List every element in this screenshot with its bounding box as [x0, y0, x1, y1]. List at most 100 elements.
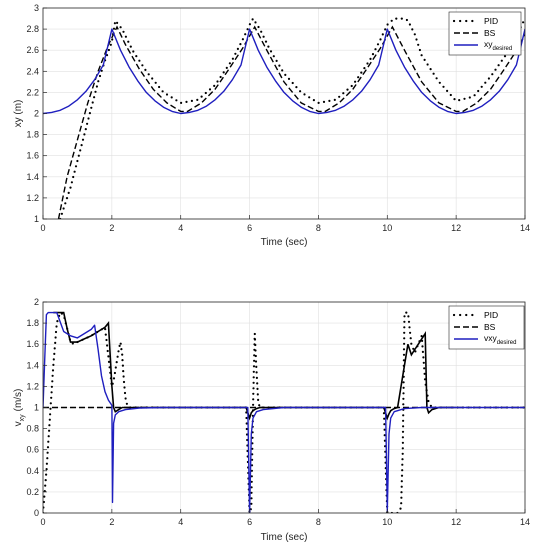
top-series-pid-point — [371, 53, 375, 56]
bottom-series-pid-point — [245, 433, 249, 436]
bottom-series-pid-point — [253, 359, 256, 362]
top-series-pid-point — [144, 68, 147, 71]
bottom-series-pid-point — [250, 486, 253, 489]
bottom-series-pid-point — [251, 442, 254, 445]
bottom-series-pid-point — [252, 370, 255, 373]
top-series-pid-point — [100, 69, 103, 72]
top-series-pid-point — [219, 75, 222, 79]
top-series-pid-point — [74, 165, 78, 168]
top-series-pid-point — [449, 93, 452, 97]
bottom-series-pid-point — [429, 404, 432, 407]
bottom-series-pid-point — [401, 430, 405, 433]
bottom-series-pid-point — [383, 428, 386, 431]
bottom-series-pid-point — [401, 441, 404, 444]
bottom-series-pid-point — [52, 358, 55, 361]
top-series-pid-point — [236, 47, 239, 51]
bottom-series-pid-point — [46, 451, 49, 454]
top-legend-desired-sub: desired — [493, 46, 513, 52]
bottom-series-pid-point — [402, 403, 405, 406]
top-series-pid-point — [374, 48, 377, 51]
top-series-pid-point — [254, 21, 257, 24]
top-series-pid-point — [369, 57, 372, 61]
bottom-series-pid-point — [403, 326, 406, 329]
bottom-series-pid-point — [401, 447, 404, 450]
bottom-series-bs-segments-line — [53, 311, 457, 421]
top-series-pid-point — [158, 85, 161, 89]
bottom-series-pid-point — [251, 447, 254, 450]
top-series-pid-point — [60, 212, 64, 215]
top-series-pid-point — [429, 68, 432, 71]
top-series-pid-point — [269, 50, 273, 53]
top-series-pid-point — [432, 72, 435, 75]
bottom-y-tick-label: 0.4 — [26, 466, 39, 476]
bottom-series-pid-point — [45, 473, 48, 476]
top-series-pid-point — [405, 18, 408, 22]
top-series-pid-point — [363, 67, 366, 70]
top-series-pid-point — [379, 38, 382, 41]
bottom-legend-desired-label: vxydesired — [484, 333, 516, 346]
top-series-pid-point — [435, 77, 438, 80]
top-series-pid-point — [111, 38, 114, 41]
top-series-pid-point — [312, 99, 315, 102]
bottom-x-tick-label: 6 — [247, 517, 252, 527]
top-series-pid-point — [423, 58, 426, 62]
top-series-pid-point — [69, 186, 72, 189]
bottom-series-pid-point — [400, 502, 403, 505]
top-series-pid-point — [295, 86, 298, 89]
bottom-series-pid-point — [399, 507, 402, 510]
bottom-y-tick-label: 1.4 — [26, 360, 39, 370]
top-series-pid-point — [267, 45, 270, 48]
bottom-y-tick-label: 1.2 — [26, 381, 39, 391]
top-series-pid-point — [333, 98, 336, 101]
bottom-series-pid-point — [245, 422, 248, 425]
bottom-series-pid-point — [53, 347, 56, 350]
bottom-series-pid-point — [250, 475, 253, 478]
bottom-series-pid-point — [250, 469, 253, 472]
bottom-series-pid-point — [48, 429, 51, 432]
bottom-series-pid-point — [423, 372, 426, 375]
bottom-series-pid-point — [117, 350, 120, 353]
bottom-series-pid-point — [402, 397, 405, 400]
bottom-series-pid-point — [53, 352, 56, 355]
bottom-y-tick-label: 1.8 — [26, 318, 39, 328]
bottom-series-pid-point — [122, 375, 125, 378]
top-series-pid-point — [170, 96, 173, 99]
bottom-series-pid-point — [412, 347, 415, 350]
bottom-series-pid-point — [258, 404, 261, 407]
top-series-pid-point — [408, 23, 411, 26]
bottom-x-tick-label: 2 — [109, 517, 114, 527]
bottom-series-pid-point — [250, 497, 253, 500]
bottom-series-pid-point — [252, 376, 255, 379]
top-y-tick-label: 2.6 — [26, 45, 39, 55]
top-ticks: 0 2 4 6 8 10 12 14 1 1.2 1.4 1.6 1.8 2 2.2 2.4 2.6 2.8 3 — [26, 3, 530, 233]
top-y-axis-label: xy (m) — [13, 100, 24, 128]
top-series-pid-point — [200, 95, 203, 98]
top-series-pid-point — [291, 81, 294, 85]
bottom-series-pid-point — [255, 376, 258, 379]
top-series-pid-point — [484, 81, 487, 84]
bottom-legend-bs-label: BS — [484, 322, 496, 332]
top-series-pid-point — [376, 43, 380, 46]
bottom-series-pid-point — [403, 337, 406, 340]
bottom-series-pid-point — [55, 325, 58, 328]
bottom-y-tick-label: 0 — [34, 508, 39, 518]
bottom-series-pid-point — [421, 350, 424, 353]
top-series-pid-point — [338, 95, 341, 98]
top-legend: PID BS xydesired — [448, 11, 522, 56]
top-series-pid-point — [76, 159, 79, 163]
bottom-x-tick-label: 12 — [451, 517, 461, 527]
top-x-tick-label: 6 — [247, 223, 252, 233]
top-series-pid-point — [420, 54, 423, 57]
bottom-series-pid-point — [106, 349, 109, 353]
bottom-y-axis-label-unit: (m/s) — [13, 389, 24, 412]
top-series-pid-point — [116, 21, 119, 24]
bottom-series-pid-point — [400, 480, 403, 483]
top-series-pid-point — [91, 101, 94, 104]
bottom-series-pid-point — [401, 452, 404, 455]
bottom-series-pid-point — [56, 320, 59, 323]
bottom-plot: 0 2 4 6 8 10 12 14 0 0.2 0.4 0.6 0.8 1 1.2 1.4 1.6 1.8 2 T… — [13, 297, 530, 543]
bottom-legend-desired-sub: desired — [497, 340, 517, 346]
bottom-series-pid-point — [402, 414, 405, 417]
bottom-series-pid-point — [251, 453, 254, 456]
bottom-series-pid-point — [420, 335, 423, 338]
